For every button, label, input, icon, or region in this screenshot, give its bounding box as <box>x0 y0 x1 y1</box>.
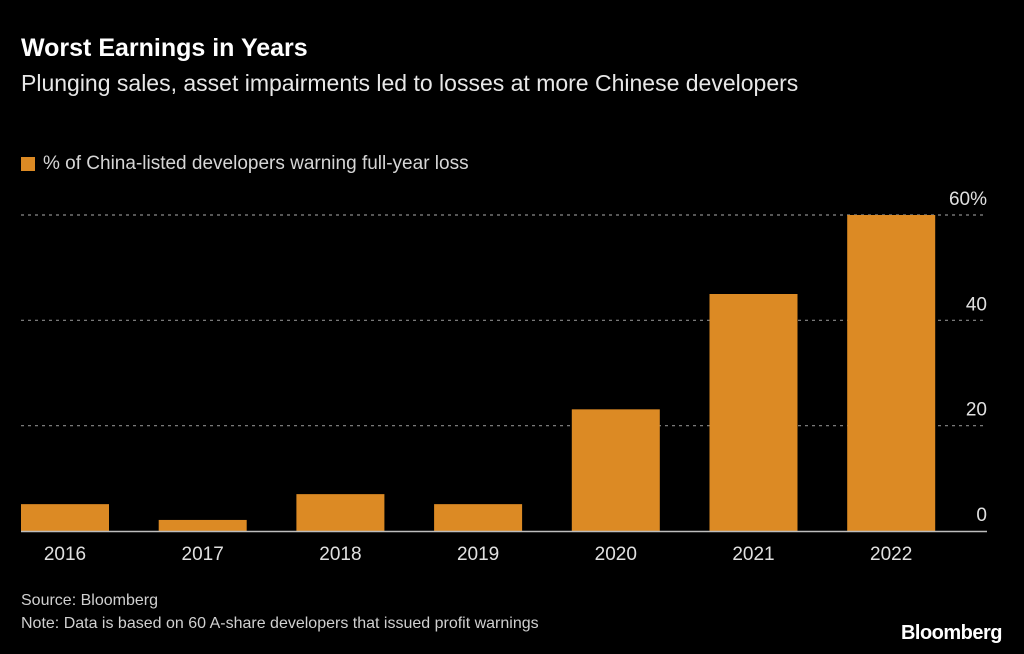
y-tick-label: 0 <box>976 505 987 526</box>
y-tick-label: 20 <box>966 400 987 421</box>
bar-2018 <box>296 494 385 531</box>
legend-swatch <box>21 157 35 171</box>
x-tick-label: 2017 <box>182 544 224 565</box>
chart-title: Worst Earnings in Years <box>21 34 308 62</box>
x-tick-label: 2022 <box>870 544 912 565</box>
x-tick-label: 2020 <box>595 544 637 565</box>
bar-2021 <box>709 294 798 531</box>
bar-2016 <box>21 504 109 531</box>
source-note: Source: Bloomberg <box>21 592 158 609</box>
bar-2017 <box>158 519 247 531</box>
legend: % of China-listed developers warning ful… <box>21 153 469 175</box>
bar-2019 <box>434 504 523 531</box>
bar-2020 <box>571 409 660 531</box>
x-tick-label: 2019 <box>457 544 499 565</box>
bloomberg-logo: Bloomberg <box>900 622 1003 644</box>
bar-2022 <box>847 215 936 531</box>
x-tick-label: 2018 <box>319 544 361 565</box>
y-tick-label: 40 <box>966 294 987 315</box>
chart-subtitle: Plunging sales, asset impairments led to… <box>21 70 799 96</box>
x-tick-label: 2016 <box>44 544 86 565</box>
y-tick-label: 60% <box>949 189 987 210</box>
x-tick-label: 2021 <box>732 544 774 565</box>
footnote: Note: Data is based on 60 A-share develo… <box>21 615 539 632</box>
legend-label: % of China-listed developers warning ful… <box>43 153 469 174</box>
